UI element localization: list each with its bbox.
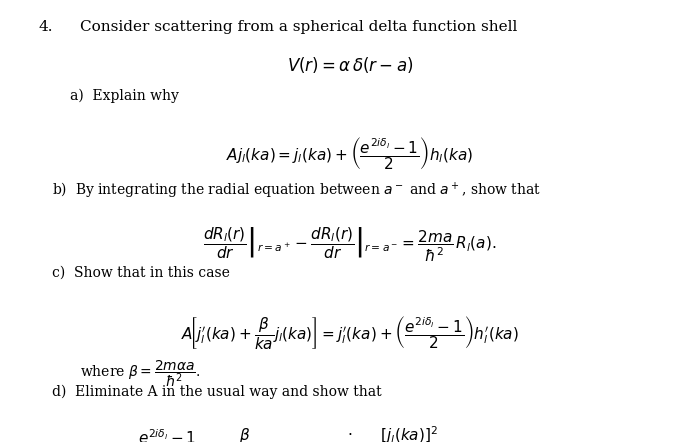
Text: $Aj_l(ka) = j_l(ka) + \left(\dfrac{e^{2i\delta_l}-1}{2}\right)h_l(ka)$: $Aj_l(ka) = j_l(ka) + \left(\dfrac{e^{2i…: [227, 135, 473, 172]
Text: $\left.\dfrac{dR_l(r)}{dr}\right|_{r=a^+} - \left.\dfrac{dR_l(r)}{dr}\right|_{r=: $\left.\dfrac{dR_l(r)}{dr}\right|_{r=a^+…: [204, 225, 496, 264]
Text: Consider scattering from a spherical delta function shell: Consider scattering from a spherical del…: [80, 20, 518, 34]
Text: $\dfrac{e^{2i\delta_l}-1}{2} = -\dfrac{\beta}{ka}\,\dfrac{[j_l(ka)]^2}{j_l'(ka)h: $\dfrac{e^{2i\delta_l}-1}{2} = -\dfrac{\…: [138, 424, 562, 442]
Text: $V(r) = \alpha\, \delta(r - a)$: $V(r) = \alpha\, \delta(r - a)$: [287, 55, 413, 75]
Text: a)  Explain why: a) Explain why: [70, 88, 179, 103]
Text: 4.: 4.: [38, 20, 53, 34]
Text: $.$: $.$: [347, 424, 353, 438]
Text: d)  Eliminate A in the usual way and show that: d) Eliminate A in the usual way and show…: [52, 385, 382, 399]
Text: where $\beta = \dfrac{2m\alpha a}{\hbar^2}.$: where $\beta = \dfrac{2m\alpha a}{\hbar^…: [80, 358, 201, 389]
Text: c)  Show that in this case: c) Show that in this case: [52, 265, 230, 279]
Text: $A\!\left[j_l'(ka) + \dfrac{\beta}{ka}j_l(ka)\right] = j_l'(ka) + \left(\dfrac{e: $A\!\left[j_l'(ka) + \dfrac{\beta}{ka}j_…: [181, 314, 519, 351]
Text: b)  By integrating the radial equation between $a^-$ and $a^+$, show that: b) By integrating the radial equation be…: [52, 181, 542, 202]
